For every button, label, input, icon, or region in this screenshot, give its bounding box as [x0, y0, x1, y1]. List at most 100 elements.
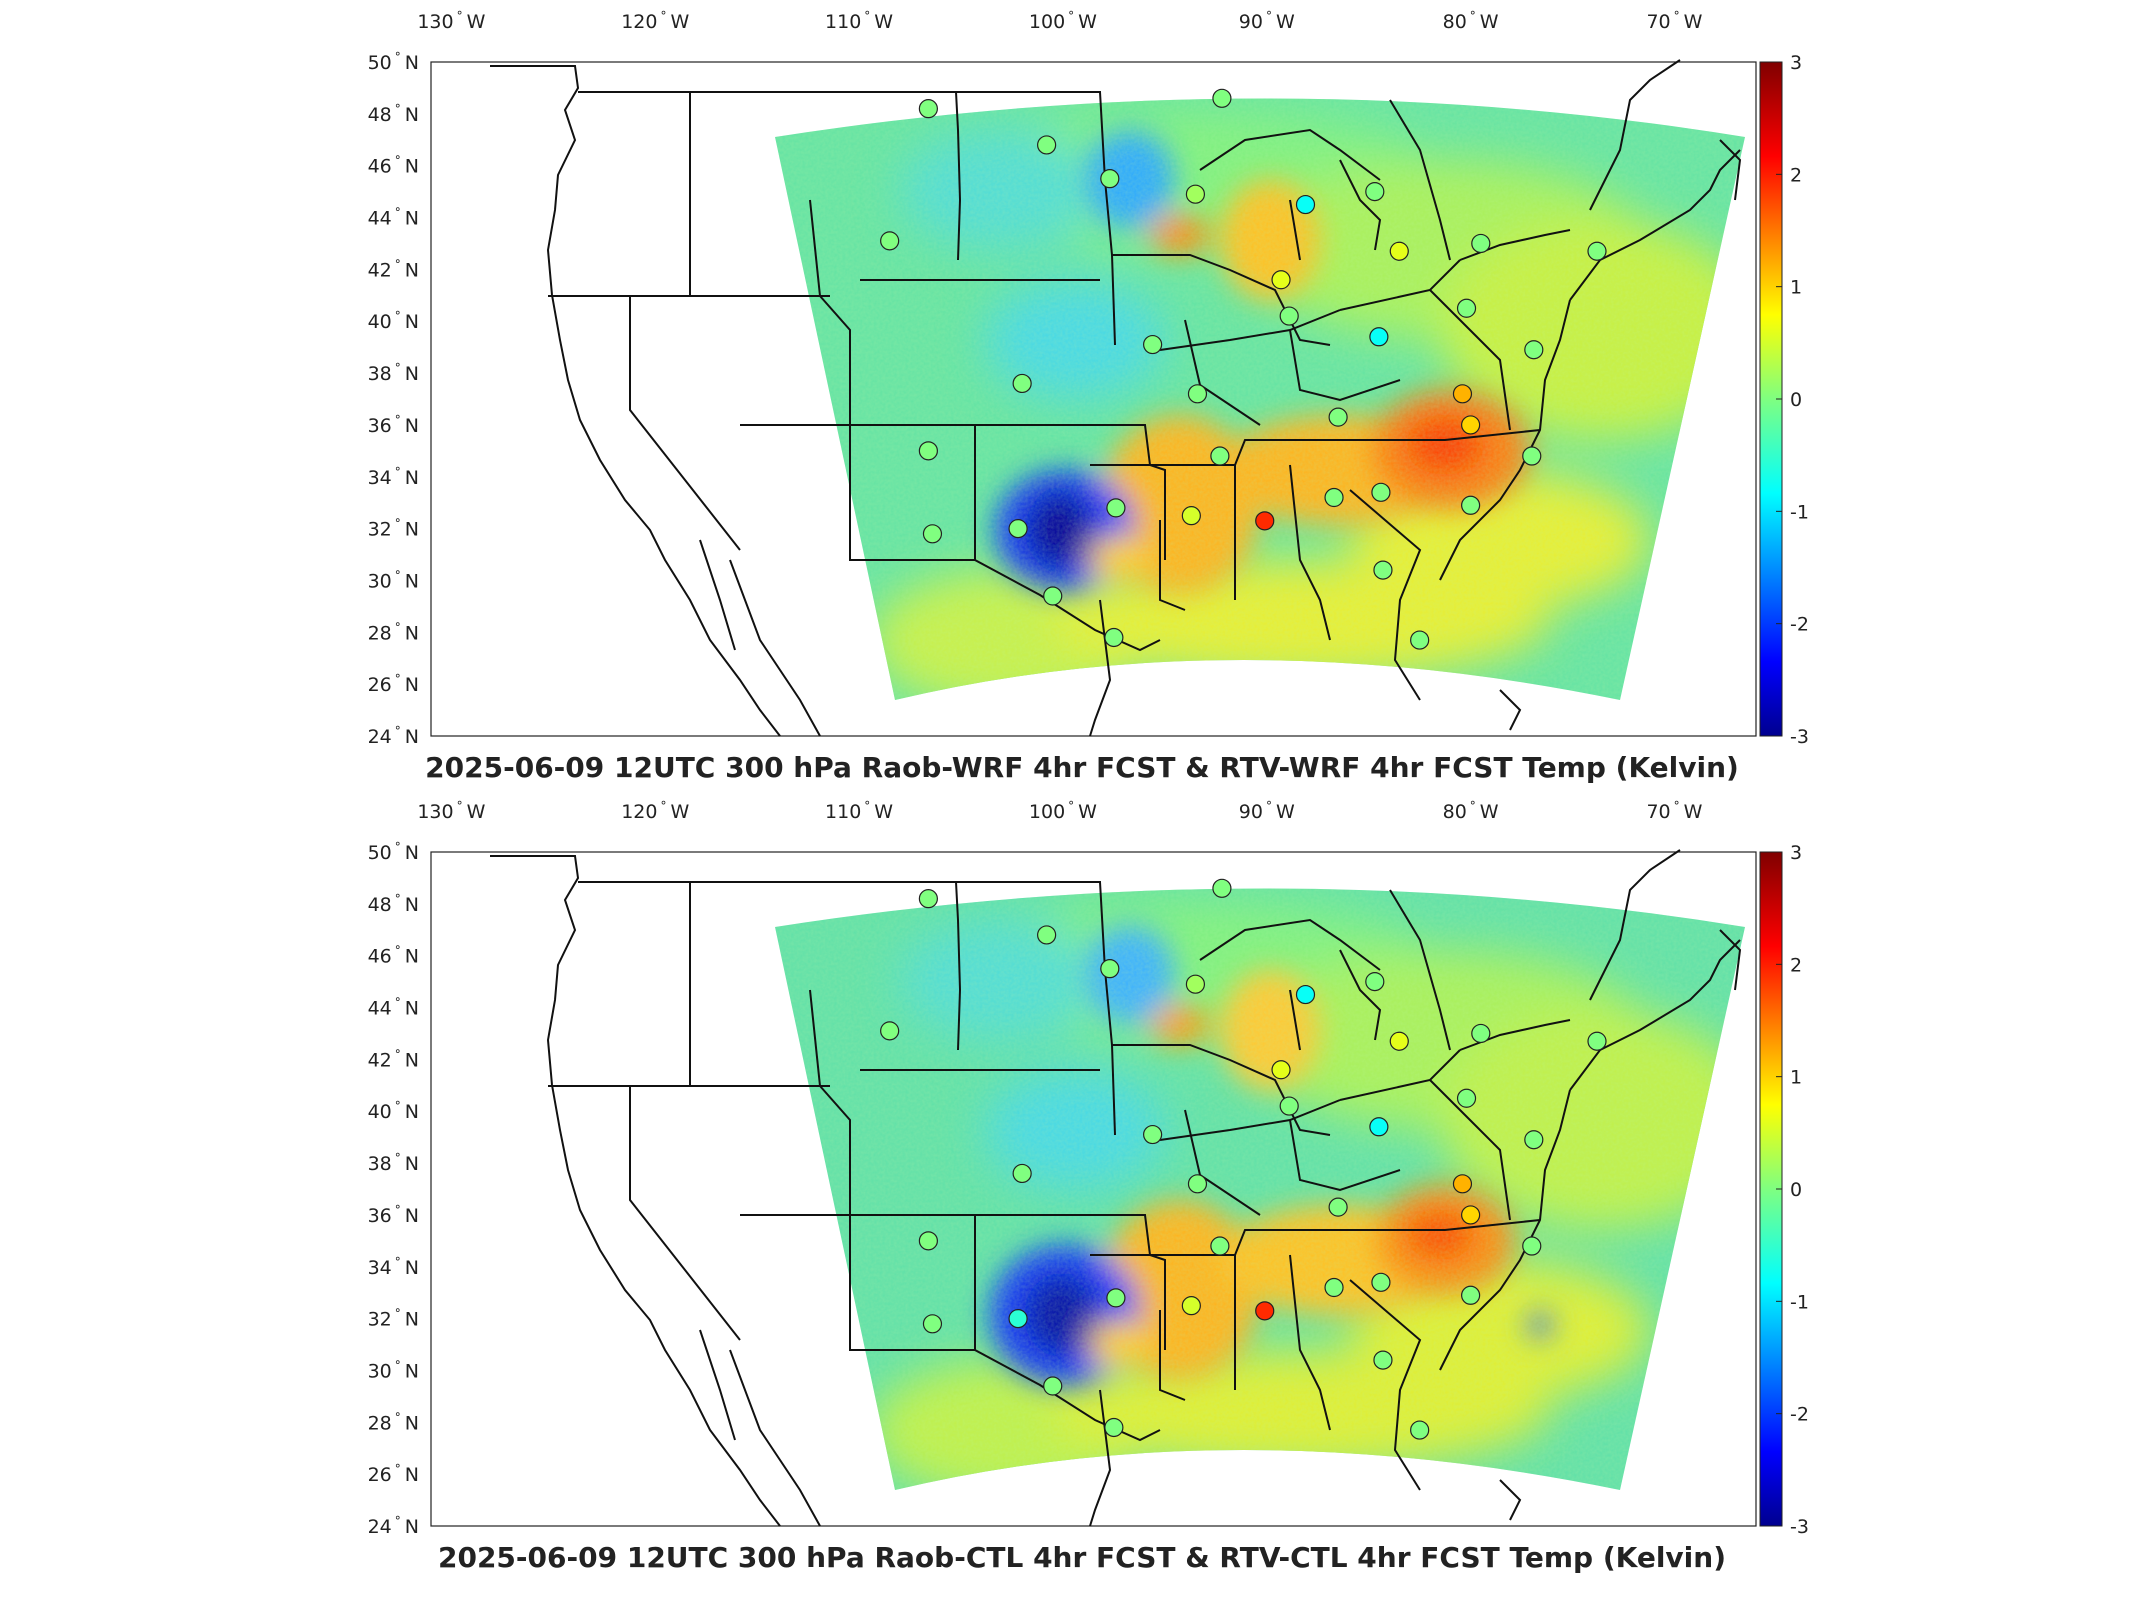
colorbar-ticks: 3 2 1 0 -1 -2 -3 — [1776, 52, 1809, 748]
latitude-tick-label: 40 ° N — [368, 309, 419, 333]
stations — [880, 878, 1607, 1440]
colorbar-tick-label: 0 — [1790, 1179, 1802, 1201]
longitude-ticks: 130 ° W 120 ° W 110 ° W 100 ° W 90 ° W 80 ° W 70 ° W — [417, 9, 1702, 33]
raob-station-marker — [1271, 1060, 1291, 1080]
map-panel-bottom: 3 2 1 0 -1 -2 -3 50 ° N 48 ° N 46 ° N 44 ° N 42 ° N 40 ° N 38 ° N 3… — [368, 799, 1809, 1574]
raob-station-marker — [1389, 241, 1409, 261]
raob-station-marker — [1106, 1288, 1126, 1308]
longitude-tick-label: 70 ° W — [1646, 9, 1702, 33]
raob-station-marker — [1373, 1350, 1393, 1370]
raob-station-marker — [880, 1021, 900, 1041]
raob-station-marker — [918, 1231, 938, 1251]
raob-station-marker — [1456, 298, 1477, 318]
longitude-tick-label: 80 ° W — [1443, 9, 1499, 33]
panel-title: 2025-06-09 12UTC 300 hPa Raob-WRF 4hr FC… — [425, 751, 1739, 784]
raob-station-marker — [1210, 446, 1230, 466]
raob-station-marker — [1104, 627, 1124, 648]
raob-station-marker — [1185, 184, 1206, 204]
latitude-tick-label: 28 ° N — [368, 620, 419, 644]
latitude-tick-label: 44 ° N — [368, 206, 419, 230]
raob-station-marker — [1143, 1124, 1163, 1145]
latitude-tick-label: 46 ° N — [368, 154, 419, 178]
latitude-tick-label: 26 ° N — [368, 672, 419, 696]
latitude-tick-label: 50 ° N — [368, 840, 419, 864]
longitude-tick-label: 100 ° W — [1029, 799, 1097, 823]
raob-station-marker — [1043, 586, 1063, 606]
raob-station-marker — [1181, 1296, 1201, 1316]
raob-station-marker — [1106, 498, 1126, 518]
colorbar-tick-label: 2 — [1790, 954, 1802, 976]
raob-station-marker — [1012, 373, 1032, 394]
colorbar-tick-label: -3 — [1790, 1516, 1809, 1538]
raob-station-marker — [1279, 1096, 1299, 1116]
raob-station-marker — [1100, 959, 1120, 979]
raob-station-marker — [1522, 1236, 1542, 1256]
raob-station-marker — [1524, 1130, 1544, 1150]
latitude-tick-label: 38 ° N — [368, 361, 419, 385]
latitude-tick-label: 34 ° N — [368, 1255, 419, 1279]
colorbar-tick-label: 3 — [1790, 52, 1802, 74]
raob-station-marker — [1187, 384, 1208, 404]
colorbar-tick-label: -1 — [1790, 1291, 1809, 1313]
raob-station-marker — [1324, 1277, 1344, 1298]
latitude-tick-label: 42 ° N — [368, 257, 419, 281]
latitude-tick-label: 44 ° N — [368, 996, 419, 1020]
stations — [880, 88, 1607, 650]
raob-station-marker — [1037, 135, 1057, 155]
raob-station-marker — [880, 231, 900, 251]
latitude-tick-label: 30 ° N — [368, 568, 419, 592]
panel-title: 2025-06-09 12UTC 300 hPa Raob-CTL 4hr FC… — [438, 1541, 1726, 1574]
raob-station-marker — [1389, 1031, 1409, 1051]
colorbar-tick-label: 1 — [1790, 1067, 1802, 1089]
raob-station-marker — [1012, 1163, 1032, 1184]
raob-station-marker — [1461, 415, 1481, 435]
latitude-tick-label: 50 ° N — [368, 50, 419, 74]
longitude-tick-label: 120 ° W — [621, 9, 689, 33]
raob-station-marker — [1371, 482, 1391, 502]
raob-station-marker — [1008, 519, 1028, 539]
raob-station-marker — [1181, 506, 1201, 526]
raob-station-marker — [1371, 1272, 1391, 1292]
raob-station-marker — [1212, 878, 1232, 898]
raob-station-marker — [918, 889, 938, 909]
raob-station-marker — [918, 441, 938, 461]
raob-station-marker — [1587, 241, 1607, 261]
latitude-ticks: 50 ° N 48 ° N 46 ° N 44 ° N 42 ° N 40 ° N 38 ° N 36 ° N 34 ° N 32 ° N… — [368, 50, 419, 748]
longitude-tick-label: 130 ° W — [417, 799, 485, 823]
raob-station-marker — [1143, 334, 1163, 355]
colorbar-tick-label: 0 — [1790, 389, 1802, 411]
raob-station-marker — [1461, 495, 1481, 515]
longitude-ticks: 130 ° W 120 ° W 110 ° W 100 ° W 90 ° W 80 ° W 70 ° W — [417, 799, 1702, 823]
raob-station-marker — [1456, 1088, 1477, 1108]
map-panel-top: 3 2 1 0 -1 -2 -3 50 ° N 48 ° N 46 ° N 44 ° N 42 ° N 40 ° N 38 ° N 3… — [368, 9, 1809, 784]
raob-station-marker — [1043, 1376, 1063, 1396]
raob-station-marker — [1210, 1236, 1230, 1256]
latitude-ticks: 50 ° N 48 ° N 46 ° N 44 ° N 42 ° N 40 ° N 38 ° N 36 ° N 34 ° N 32 ° N… — [368, 840, 419, 1538]
latitude-tick-label: 46 ° N — [368, 944, 419, 968]
latitude-tick-label: 28 ° N — [368, 1410, 419, 1434]
raob-station-marker — [922, 1314, 943, 1334]
latitude-tick-label: 34 ° N — [368, 465, 419, 489]
latitude-tick-label: 38 ° N — [368, 1151, 419, 1175]
longitude-tick-label: 100 ° W — [1029, 9, 1097, 33]
raob-station-marker — [1295, 194, 1316, 215]
colorbar-ticks: 3 2 1 0 -1 -2 -3 — [1776, 842, 1809, 1538]
raob-station-marker — [1587, 1031, 1607, 1051]
longitude-tick-label: 110 ° W — [825, 799, 893, 823]
longitude-tick-label: 120 ° W — [621, 799, 689, 823]
colorbar-tick-label: 3 — [1790, 842, 1802, 864]
colorbar-tick-label: 2 — [1790, 164, 1802, 186]
raob-station-marker — [1185, 974, 1206, 994]
colorbar-tick-label: 1 — [1790, 277, 1802, 299]
map-boundaries — [490, 849, 1742, 1527]
latitude-tick-label: 40 ° N — [368, 1099, 419, 1123]
raob-station-marker — [918, 99, 938, 119]
raob-station-marker — [1037, 925, 1057, 945]
raob-station-marker — [1328, 407, 1348, 427]
raob-station-marker — [922, 524, 943, 544]
raob-station-marker — [1471, 1023, 1491, 1044]
raob-station-marker — [1008, 1309, 1028, 1329]
raob-station-marker — [1212, 88, 1232, 108]
raob-station-marker — [1410, 630, 1430, 650]
colorbar-tick-label: -3 — [1790, 726, 1809, 748]
